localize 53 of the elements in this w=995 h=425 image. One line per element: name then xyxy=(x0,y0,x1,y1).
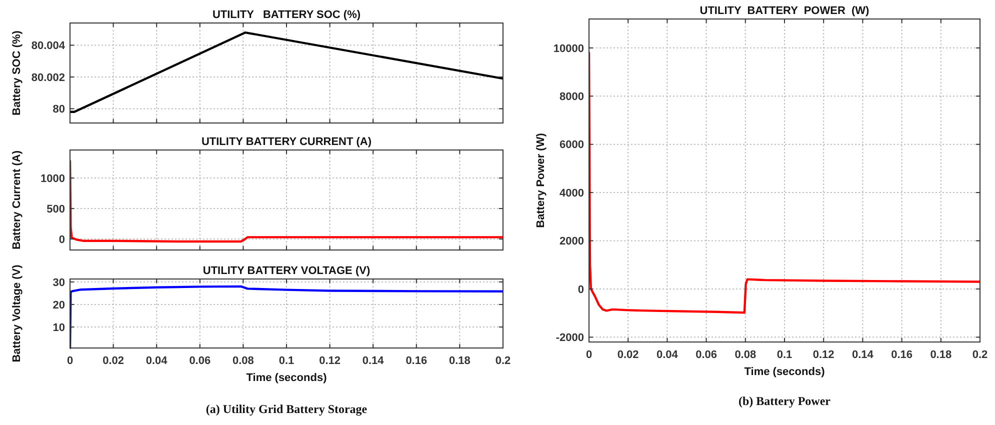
x-tick-label: 0.2 xyxy=(972,349,988,361)
y-tick-label: 8000 xyxy=(560,90,584,103)
y-tick-label: 1000 xyxy=(40,172,65,185)
x-axis-title: Time (seconds) xyxy=(246,372,328,384)
text: (a) Utility Grid Battery Storage xyxy=(206,402,368,416)
text: (b) Battery Power xyxy=(738,394,832,408)
chart-title: UTILITY BATTERY CURRENT (A) xyxy=(201,136,372,148)
y-tick-label: 10000 xyxy=(553,42,584,55)
chart-title: UTILITY BATTERY SOC (%) xyxy=(212,9,361,21)
y-tick-label: 4000 xyxy=(560,187,584,200)
y-tick-label: 6000 xyxy=(560,139,584,152)
x-tick-label: 0.1 xyxy=(278,355,294,367)
x-tick-label: 0.16 xyxy=(406,355,428,367)
y-tick-label: 80.002 xyxy=(31,72,65,84)
x-tick-label: 0.02 xyxy=(617,349,639,361)
x-tick-label: 0 xyxy=(66,355,74,367)
y-axis-title: Battery Voltage (V) xyxy=(11,264,23,362)
chart-title: UTILITY BATTERY POWER (W) xyxy=(700,5,870,17)
x-tick-label: 0.08 xyxy=(734,349,756,361)
y-tick-label: -2000 xyxy=(556,332,584,344)
x-tick-label: 0.18 xyxy=(448,355,470,367)
x-tick-label: 0 xyxy=(586,349,592,361)
line-series xyxy=(589,52,980,314)
x-tick-label: 0.12 xyxy=(319,355,341,367)
y-tick-label: 30 xyxy=(52,276,65,289)
y-tick-label: 80.004 xyxy=(31,40,66,52)
y-axis-title: Battery Power (W) xyxy=(535,132,547,228)
y-tick-label: 80 xyxy=(52,104,65,116)
x-tick-label: 0.18 xyxy=(930,349,952,361)
x-tick-label: 0.14 xyxy=(362,355,385,367)
x-axis-title: Time (seconds) xyxy=(744,366,826,378)
x-tick-label: 0.06 xyxy=(189,355,211,367)
x-tick-label: 0.02 xyxy=(102,355,124,367)
x-tick-label: 0.1 xyxy=(776,349,792,361)
x-tick-label: 0.16 xyxy=(891,349,913,361)
y-axis-title: Battery Current (A) xyxy=(11,150,23,250)
x-tick-label: 0.12 xyxy=(812,349,834,361)
x-tick-label: 0.14 xyxy=(852,349,874,361)
x-tick-label: 0.08 xyxy=(232,355,254,367)
chart-title: UTILITY BATTERY VOLTAGE (V) xyxy=(202,265,370,277)
x-tick-label: 0.04 xyxy=(656,349,679,361)
y-axis-title: Battery SOC (%) xyxy=(11,30,23,116)
y-tick-label: 500 xyxy=(46,203,65,216)
line-series xyxy=(70,285,503,350)
y-tick-label: 10 xyxy=(52,322,65,334)
x-tick-label: 0.04 xyxy=(146,355,168,367)
x-tick-label: 0.2 xyxy=(495,355,511,367)
y-tick-label: 0 xyxy=(58,234,65,246)
x-tick-label: 0.06 xyxy=(696,349,718,361)
line-series xyxy=(70,160,503,243)
y-tick-label: 0 xyxy=(578,284,584,296)
y-tick-label: 20 xyxy=(52,299,65,312)
y-tick-label: 2000 xyxy=(560,236,584,248)
